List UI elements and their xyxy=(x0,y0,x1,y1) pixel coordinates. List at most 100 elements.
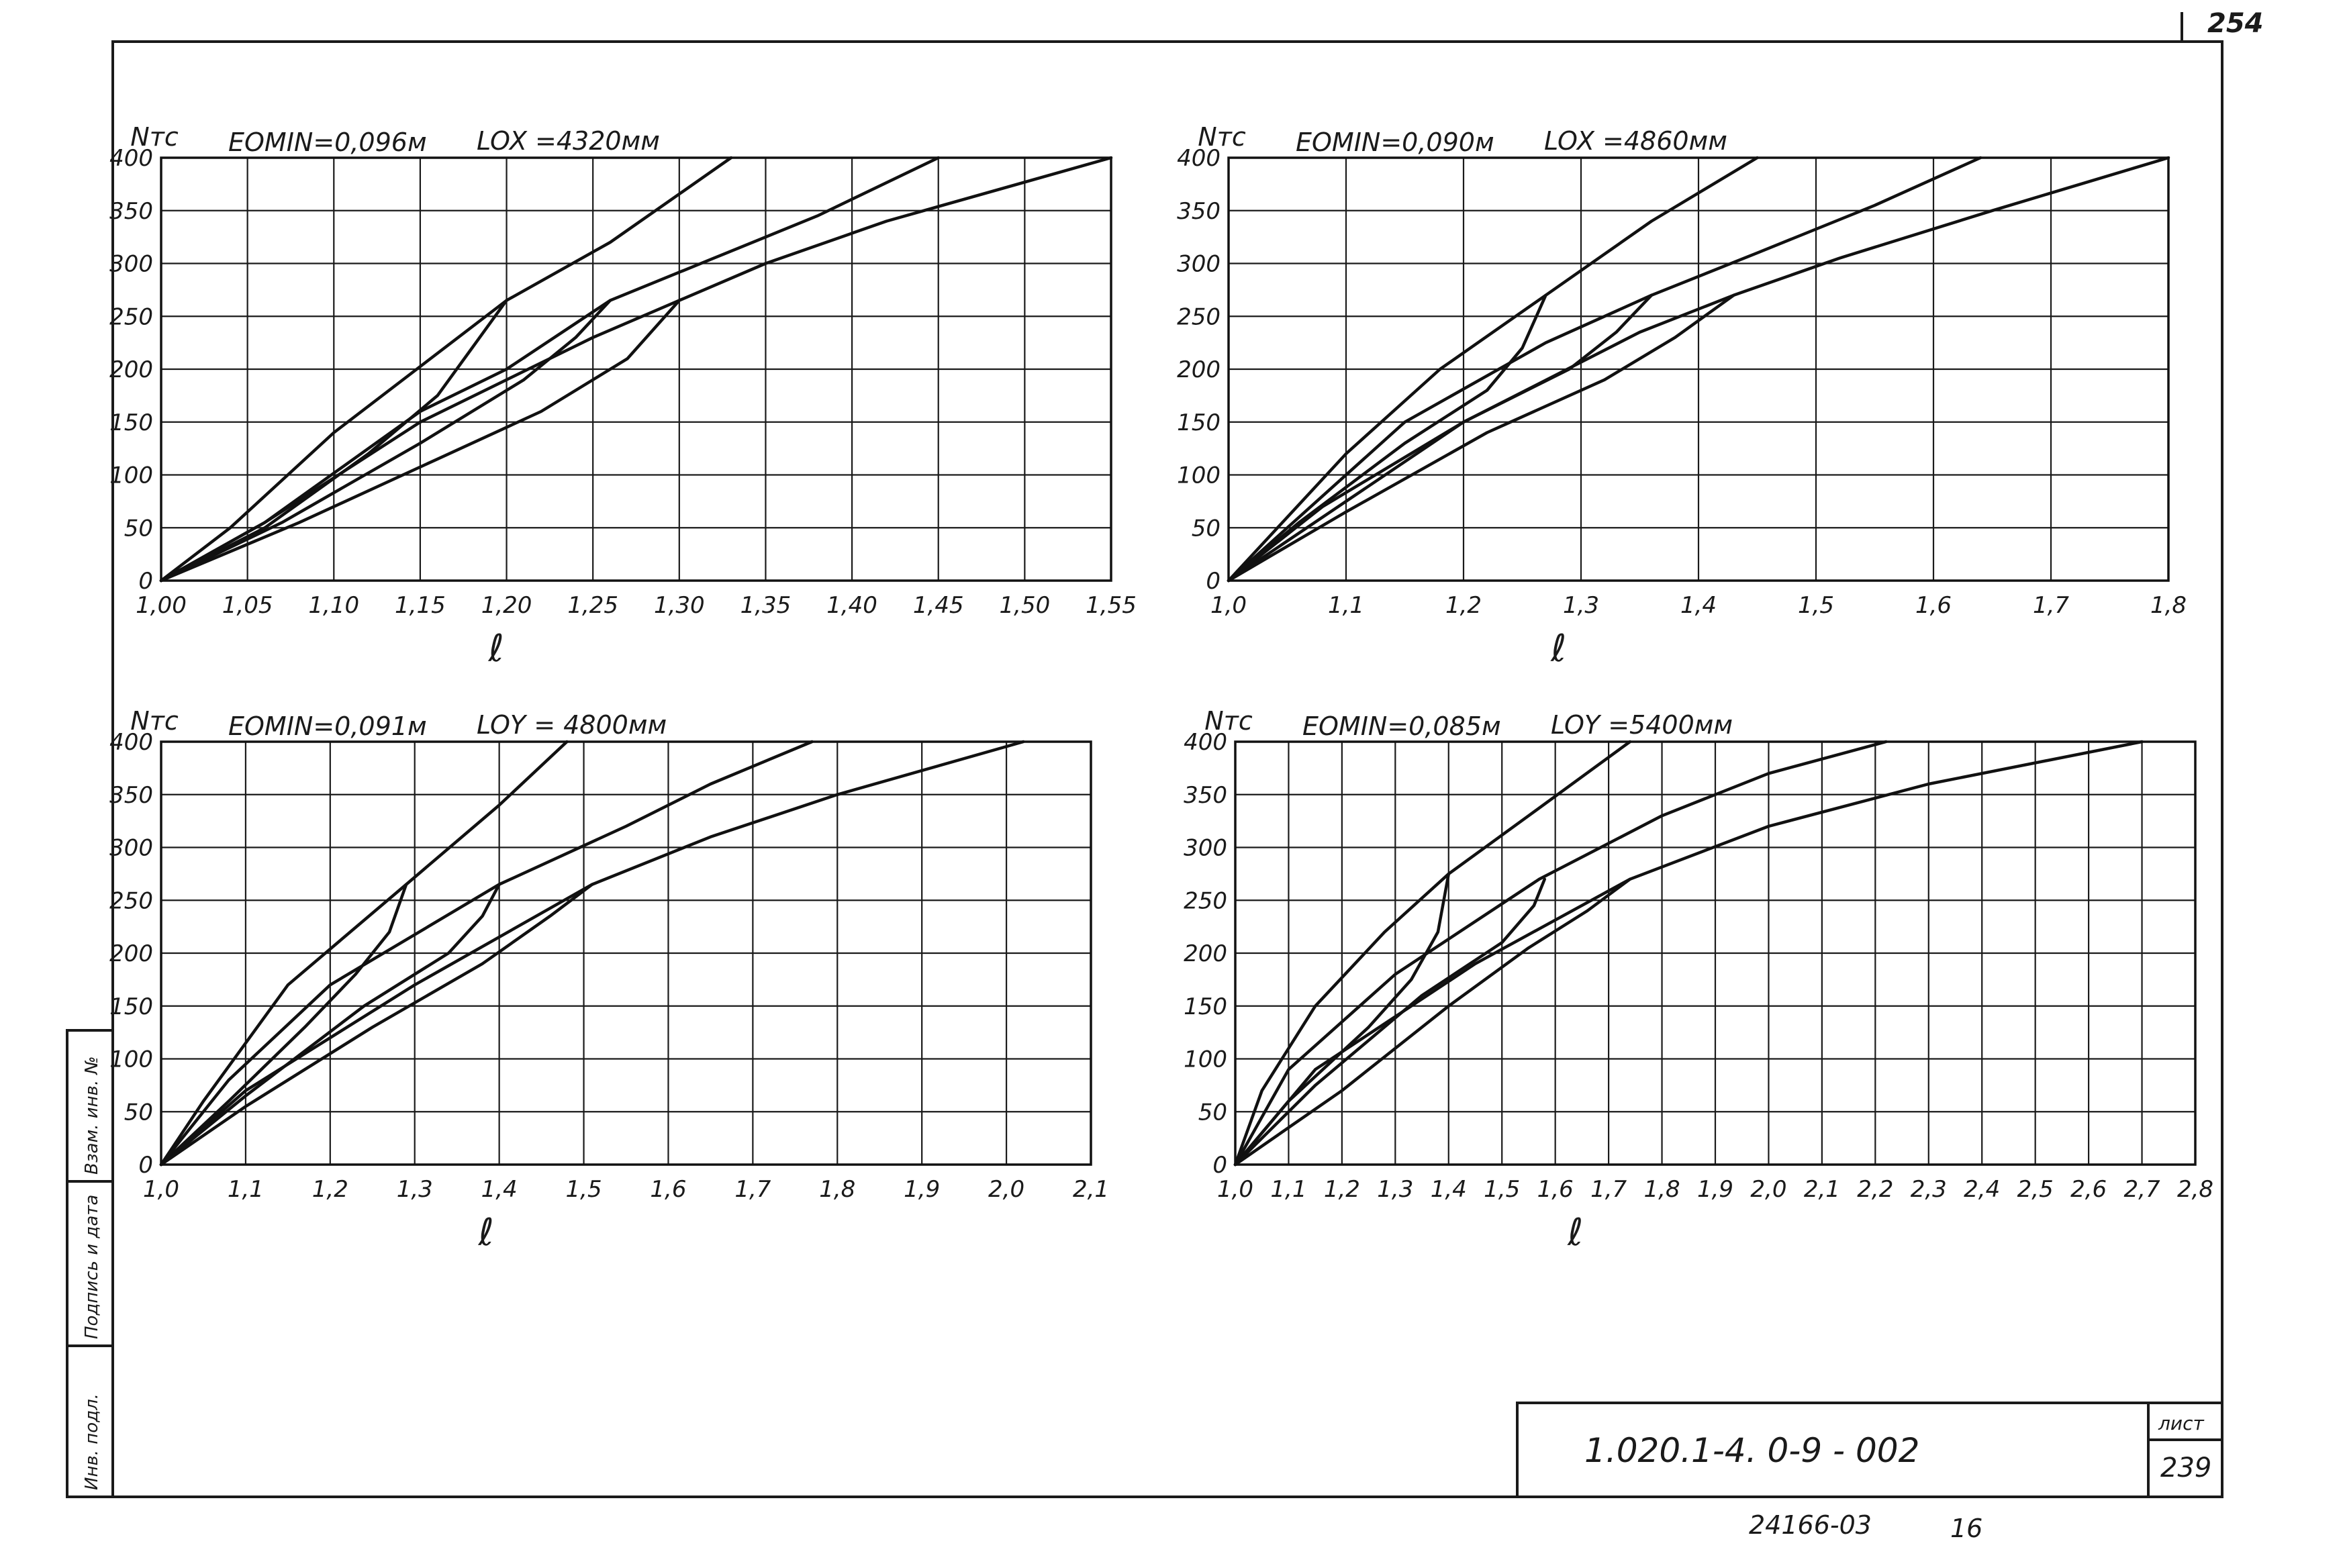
x-tick-label: 1,4 xyxy=(481,1176,518,1203)
x-tick-label: 2,7 xyxy=(2124,1176,2160,1203)
y-tick-label: 0 xyxy=(138,1152,153,1179)
y-tick-label: 100 xyxy=(1184,1046,1227,1073)
y-tick-label: 150 xyxy=(109,409,153,436)
plot-area-border xyxy=(160,740,1092,1166)
page-number: 254 xyxy=(2207,8,2264,39)
series-line xyxy=(1233,740,1888,1167)
y-axis-label: Nтс xyxy=(1204,706,1253,736)
title-block: 1.020.1-4. 0-9 - 002 лист 239 xyxy=(1516,1402,2223,1498)
x-tick-label: 1,5 xyxy=(1798,592,1834,619)
x-tick-label: 1,7 xyxy=(734,1176,771,1203)
param-length: LOY =5400мм xyxy=(1551,710,1733,740)
side-strip: Инв. подл. Подпись и дата Взам. инв. № xyxy=(66,1029,114,1498)
order-number: 24166-03 xyxy=(1749,1510,1872,1540)
y-tick-label: 0 xyxy=(138,568,153,595)
chart-bottom-left: 1,0 1,1 1,2 1,3 1,4 1,5 1,6 1,7 1,8 1,9 2,0 2,1 0 50 1… xyxy=(109,706,1109,1255)
y-tick-label: 250 xyxy=(109,887,153,914)
series-line xyxy=(159,156,1113,583)
x-tick-label: 1,9 xyxy=(1697,1176,1733,1203)
x-tick-label: 1,0 xyxy=(143,1176,179,1203)
param-length: LOX =4860мм xyxy=(1544,126,1727,156)
x-tick-label: 2,8 xyxy=(2177,1176,2213,1203)
x-tick-label: 1,7 xyxy=(1590,1176,1627,1203)
chart-top-left: 1,00 1,05 1,10 1,15 1,20 1,25 1,30 1,35 1,40 1,45… xyxy=(109,122,1137,671)
y-tick-label: 50 xyxy=(1198,1099,1227,1126)
x-tick-label: 1,3 xyxy=(1563,592,1599,619)
x-tick-label: 1,2 xyxy=(312,1176,348,1203)
y-tick-label: 350 xyxy=(1177,198,1221,225)
x-tick-label: 1,0 xyxy=(1210,592,1247,619)
y-tick-label: 50 xyxy=(124,1099,153,1126)
param-length: LOY = 4800мм xyxy=(477,710,667,740)
x-tick-label: 1,25 xyxy=(567,592,618,619)
y-axis-label: Nтс xyxy=(1198,122,1246,152)
x-tick-label: 2,0 xyxy=(1750,1176,1786,1203)
param-emin: EOMIN=0,091м xyxy=(228,712,427,741)
y-tick-label: 300 xyxy=(1177,251,1221,278)
x-axis-label: ℓ xyxy=(1567,1211,1583,1255)
x-tick-label: 1,2 xyxy=(1445,592,1482,619)
x-tick-label: 1,4 xyxy=(1431,1176,1467,1203)
document-code: 1.020.1-4. 0-9 - 002 xyxy=(1584,1431,1919,1470)
series-line xyxy=(159,156,733,583)
x-tick-label: 2,1 xyxy=(1073,1176,1109,1203)
x-tick-label: 1,5 xyxy=(566,1176,602,1203)
x-tick-label: 2,3 xyxy=(1911,1176,1947,1203)
series-line xyxy=(159,299,508,583)
series-line xyxy=(159,740,569,1167)
x-tick-label: 1,45 xyxy=(913,592,964,619)
x-axis-label: ℓ xyxy=(488,627,504,671)
x-tick-label: 1,15 xyxy=(395,592,446,619)
x-tick-label: 1,6 xyxy=(1915,592,1952,619)
series-line xyxy=(1227,156,1759,583)
series-line xyxy=(1233,877,1632,1167)
series-line xyxy=(1227,156,2170,583)
x-axis-label: ℓ xyxy=(1550,627,1566,671)
series-line xyxy=(1227,293,1735,583)
side-label-1: Инв. подл. xyxy=(82,1393,102,1490)
sheet-frame xyxy=(111,40,2223,1498)
y-tick-label: 200 xyxy=(1184,940,1227,967)
series-line xyxy=(1227,156,1982,583)
y-tick-label: 400 xyxy=(1184,729,1227,756)
y-axis-label: Nтс xyxy=(130,122,179,152)
x-tick-label: 1,8 xyxy=(1644,1176,1680,1203)
y-tick-label: 400 xyxy=(109,145,153,172)
param-emin: EOMIN=0,090м xyxy=(1296,128,1494,157)
x-tick-label: 2,6 xyxy=(2070,1176,2107,1203)
x-tick-label: 1,35 xyxy=(740,592,792,619)
x-tick-label: 2,0 xyxy=(988,1176,1024,1203)
series-line xyxy=(1233,877,1547,1167)
x-tick-label: 1,55 xyxy=(1086,592,1137,619)
param-length: LOX =4320мм xyxy=(477,126,660,156)
param-emin: EOMIN=0,085м xyxy=(1302,712,1501,741)
x-tick-label: 1,50 xyxy=(1000,592,1051,619)
y-tick-label: 200 xyxy=(109,940,153,967)
series-line xyxy=(1233,872,1451,1167)
y-tick-label: 100 xyxy=(109,462,153,489)
plot-area-border xyxy=(1234,740,2197,1166)
y-tick-label: 300 xyxy=(1184,835,1227,862)
y-tick-label: 200 xyxy=(109,356,153,383)
y-tick-label: 50 xyxy=(1192,515,1221,542)
series-line xyxy=(1227,293,1654,583)
series-line xyxy=(159,883,594,1167)
x-tick-label: 1,1 xyxy=(1270,1176,1306,1203)
x-axis-label: ℓ xyxy=(478,1211,494,1255)
x-tick-label: 1,00 xyxy=(136,592,187,619)
list-label: лист xyxy=(2158,1412,2204,1434)
x-tick-label: 1,7 xyxy=(2033,592,2069,619)
y-tick-label: 150 xyxy=(1184,993,1227,1020)
y-tick-label: 0 xyxy=(1212,1152,1227,1179)
chart-bottom-right: 1,0 1,1 1,2 1,3 1,4 1,5 1,6 1,7 1,8 1,9 2,0 2,1 2,2 2… xyxy=(1184,706,2213,1255)
x-tick-label: 1,6 xyxy=(650,1176,686,1203)
x-tick-label: 1,3 xyxy=(397,1176,433,1203)
y-tick-label: 350 xyxy=(1184,782,1227,809)
series-line xyxy=(1227,293,1547,583)
series-line xyxy=(159,883,408,1167)
series-line xyxy=(159,299,612,583)
x-tick-label: 1,9 xyxy=(904,1176,940,1203)
y-tick-label: 250 xyxy=(109,303,153,330)
y-tick-label: 250 xyxy=(1184,887,1227,914)
